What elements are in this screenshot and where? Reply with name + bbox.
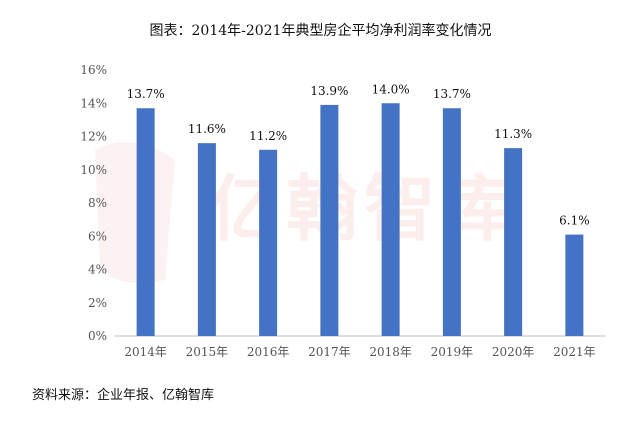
x-tick-label: 2020年 <box>492 345 535 359</box>
bar <box>565 234 584 336</box>
x-tick-label: 2019年 <box>431 345 474 359</box>
y-tick-label: 12% <box>80 130 107 144</box>
x-axis-ticks: 2014年 2015年 2016年 2017年 2018年 2019年 2020年 2021年 <box>124 345 595 359</box>
bar <box>381 103 400 336</box>
watermark-text: 亿翰智库 <box>208 167 521 251</box>
data-label: 13.7% <box>127 87 165 101</box>
data-label: 14.0% <box>372 82 410 96</box>
bar <box>504 148 523 336</box>
bars <box>136 103 584 336</box>
data-label: 13.7% <box>433 87 471 101</box>
x-tick-label: 2014年 <box>124 345 167 359</box>
x-tick-label: 2015年 <box>186 345 229 359</box>
bar <box>442 108 461 336</box>
y-tick-label: 8% <box>88 196 107 210</box>
y-tick-label: 16% <box>80 63 107 77</box>
data-label: 11.2% <box>249 129 287 143</box>
y-tick-label: 6% <box>88 229 107 243</box>
y-tick-label: 0% <box>88 329 107 343</box>
x-tick-label: 2018年 <box>369 345 412 359</box>
bar <box>197 143 216 336</box>
y-axis-ticks: 0% 2% 4% 6% 8% 10% 12% 14% 16% <box>80 63 107 343</box>
data-label: 6.1% <box>559 214 590 228</box>
bar <box>136 108 155 336</box>
data-labels: 13.7% 11.6% 11.2% 13.9% 14.0% 13.7% 11.3% 6.1% <box>127 82 590 227</box>
y-tick-label: 2% <box>88 296 107 310</box>
data-label: 11.3% <box>494 127 532 141</box>
watermark-logo-icon <box>85 130 185 290</box>
bar <box>259 149 278 336</box>
x-tick-label: 2021年 <box>553 345 596 359</box>
data-label: 13.9% <box>310 84 348 98</box>
bar <box>320 104 339 336</box>
source-note: 资料来源：企业年报、亿翰智库 <box>32 388 215 403</box>
x-tick-label: 2017年 <box>308 345 351 359</box>
y-tick-label: 14% <box>80 96 107 110</box>
x-tick-label: 2016年 <box>247 345 290 359</box>
chart-title: 图表：2014年-2021年典型房企平均净利润率变化情况 <box>149 23 492 39</box>
data-label: 11.6% <box>188 122 226 136</box>
y-tick-label: 4% <box>88 263 107 277</box>
y-tick-label: 10% <box>80 163 107 177</box>
